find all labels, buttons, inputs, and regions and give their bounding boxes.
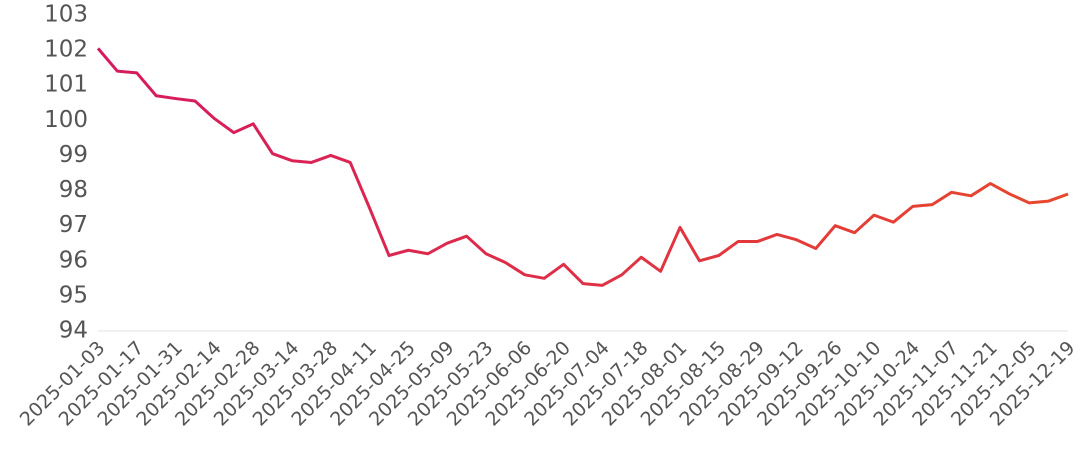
- y-tick-label: 97: [59, 212, 88, 238]
- y-tick-label: 103: [44, 2, 88, 28]
- line: [96, 47, 1069, 287]
- y-tick-label: 94: [59, 318, 88, 344]
- y-tick-label: 99: [59, 142, 88, 168]
- y-tick-label: 100: [44, 107, 88, 133]
- y-tick-label: 98: [59, 177, 88, 203]
- y-tick-label: 102: [44, 37, 88, 63]
- y-tick-label: 95: [59, 282, 88, 308]
- y-tick-label: 101: [44, 72, 88, 98]
- y-tick-label: 96: [59, 247, 88, 273]
